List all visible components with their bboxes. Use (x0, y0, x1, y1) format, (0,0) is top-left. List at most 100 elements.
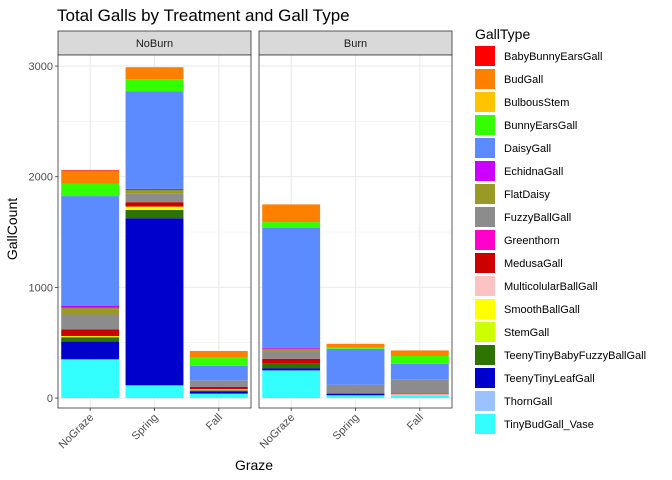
bar-segment-tinybudgall-vase (125, 385, 184, 399)
legend-label: FlatDaisy (504, 189, 550, 201)
bar-segment-teenytinyleafgall (125, 218, 184, 386)
bar-segment-echidnagall (262, 347, 321, 349)
bar-segment-bunnyearsgall (390, 355, 449, 364)
bar-segment-budgall (390, 350, 449, 356)
bar-segment-budgall (262, 204, 321, 223)
legend-swatch (475, 345, 495, 365)
y-tick-label: 0 (47, 393, 53, 405)
bar-segment-bunnyearsgall (262, 222, 321, 228)
bar-segment-teenytinyleafgall (326, 393, 385, 396)
bar-segment-smoothballgall (125, 206, 184, 210)
bar-segment-bunnyearsgall (61, 183, 120, 197)
bar-segment-medusagall (189, 386, 248, 390)
legend-label: BudGall (504, 74, 543, 86)
legend-label: Greenthorn (504, 235, 560, 247)
facet-strip-label: NoBurn (136, 38, 173, 50)
facet-strip (57, 30, 252, 56)
legend-label: TeenyTinyBabyFuzzyBallGall (504, 350, 646, 362)
bar-segment-medusagall (125, 202, 184, 207)
x-axis-ticks: NoGraze Spring Fall NoGraze Spring Fall (57, 408, 426, 451)
legend-swatch (475, 92, 495, 112)
bar-segment-daisygall (390, 363, 449, 380)
legend-title: GallType (475, 26, 530, 42)
bar-segment-flatdaisy (125, 190, 184, 194)
bar-segment-smoothballgall (61, 336, 120, 338)
legend-label: MulticolularBallGall (504, 281, 598, 293)
legend: GallType BabyBunnyEarsGall BudGall Bulbous… (475, 26, 646, 434)
legend-swatch (475, 299, 495, 319)
plot-panels: NoBurn Burn (57, 30, 453, 409)
x-tick-label: NoGraze (57, 412, 97, 452)
x-tick-label: Fall (405, 412, 426, 433)
bar-segment-fuzzyballgall (61, 314, 120, 330)
bar-segment-daisygall (262, 227, 321, 348)
bar-segment-fuzzyballgall (189, 380, 248, 387)
legend-swatch (475, 253, 495, 273)
legend-label: BabyBunnyEarsGall (504, 51, 602, 63)
x-tick-label: Fall (204, 412, 225, 433)
legend-label: BunnyEarsGall (504, 120, 577, 132)
bar-segment-medusagall (61, 329, 120, 337)
legend-swatch (475, 138, 495, 158)
x-tick-label: NoGraze (258, 412, 298, 452)
bar-segment-teenytinybabyfuzzyballgall (125, 209, 184, 219)
legend-label: BulbousStem (504, 97, 569, 109)
legend-swatch (475, 322, 495, 342)
bar-segment-teenytinyleafgall (189, 391, 248, 394)
x-axis-title: Graze (235, 457, 273, 473)
legend-label: EchidnaGall (504, 166, 563, 178)
bar-segment-teenytinyleafgall (61, 341, 120, 360)
bar-segment-echidnagall (125, 188, 184, 191)
legend-label: MedusaGall (504, 258, 563, 270)
bar-segment-fuzzyballgall (390, 379, 449, 394)
bar-segment-echidnagall (61, 305, 120, 308)
bar-segment-medusagall (390, 393, 449, 395)
bar-segment-medusagall (262, 358, 321, 364)
bar-segment-babybunnyearsgall (61, 170, 120, 171)
bar-segment-tinybudgall-vase (326, 395, 385, 399)
legend-label: StemGall (504, 327, 549, 339)
facet-strip-label: Burn (344, 38, 367, 50)
bar-segment-bunnyearsgall (326, 347, 385, 349)
legend-swatch (475, 115, 495, 135)
bar-segment-budgall (125, 67, 184, 80)
legend-swatch (475, 368, 495, 388)
bar-segment-tinybudgall-vase (262, 370, 321, 399)
bar-segment-daisygall (326, 348, 385, 385)
y-tick-label: 3000 (29, 61, 53, 73)
bar-segment-tinybudgall-vase (390, 395, 449, 399)
bar-segment-teenytinybabyfuzzyballgall (189, 390, 248, 392)
bar-segment-bunnyearsgall (125, 79, 184, 92)
bar-segment-fuzzyballgall (326, 384, 385, 394)
legend-swatch (475, 391, 495, 411)
panel-noburn: NoBurn (57, 30, 252, 409)
legend-label: TinyBudGall_Vase (504, 419, 594, 431)
panel-burn: Burn (258, 30, 453, 409)
bar-segment-teenytinybabyfuzzyballgall (262, 363, 321, 369)
legend-swatch (475, 230, 495, 250)
bar-segment-fuzzyballgall (125, 193, 184, 203)
legend-swatch (475, 184, 495, 204)
x-tick-label: Spring (130, 412, 161, 443)
bar-segment-daisygall (125, 91, 184, 189)
legend-label: TeenyTinyLeafGall (504, 373, 595, 385)
y-tick-label: 1000 (29, 282, 53, 294)
y-tick-label: 2000 (29, 172, 53, 184)
bar-segment-flatdaisy (61, 307, 120, 315)
legend-swatch (475, 161, 495, 181)
bar-segment-teenytinybabyfuzzyballgall (61, 337, 120, 342)
legend-swatch (475, 46, 495, 66)
legend-label: FuzzyBallGall (504, 212, 571, 224)
bar-segment-flatdaisy (262, 348, 321, 352)
legend-label: ThornGall (504, 396, 552, 408)
chart-title: Total Galls by Treatment and Gall Type (57, 6, 350, 25)
bar-segment-multicolularballgall (189, 389, 248, 391)
bar-segment-daisygall (189, 365, 248, 381)
y-axis-ticks: 0 1000 2000 3000 (29, 61, 58, 405)
bar-segment-budgall (326, 343, 385, 348)
legend-label: DaisyGall (504, 143, 551, 155)
bar-segment-tinybudgall-vase (189, 393, 248, 399)
bar-segment-budgall (61, 170, 120, 184)
bar-segment-budgall (189, 351, 248, 358)
legend-swatch (475, 69, 495, 89)
